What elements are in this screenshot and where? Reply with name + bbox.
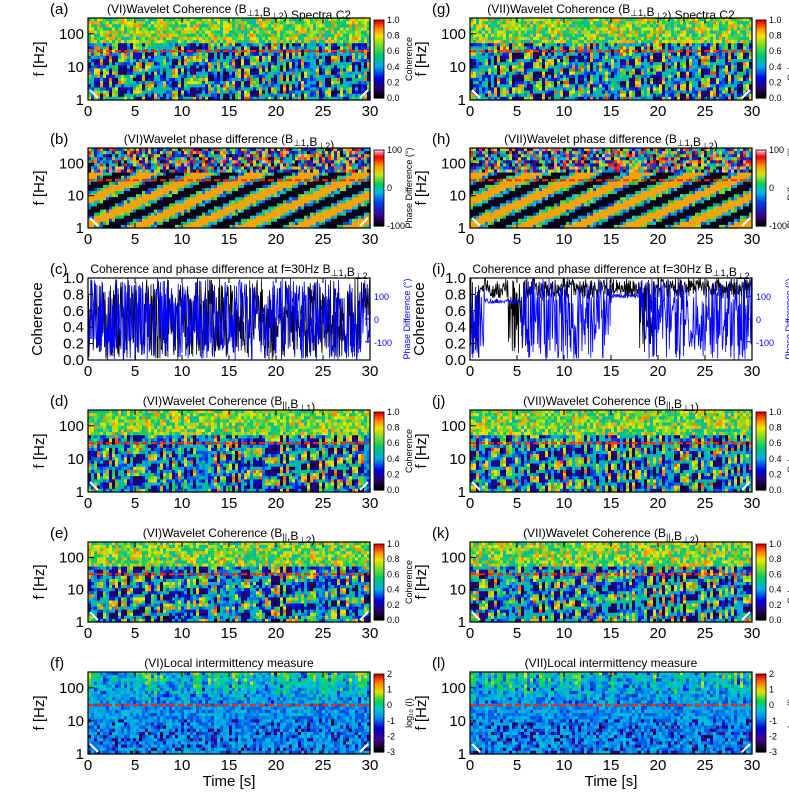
x-tick-label: 10	[174, 103, 191, 120]
heatmap-panel-a	[88, 18, 371, 101]
y-tick-label: 1	[76, 92, 84, 109]
x-tick-label: 25	[315, 103, 332, 120]
x-tick-label: 0	[84, 103, 92, 120]
x-tick-label: 15	[221, 103, 238, 120]
x-tick-label: 30	[362, 103, 379, 120]
panel-label: (a)	[50, 1, 68, 18]
colorbar-tick-label: 0.2	[387, 77, 400, 87]
colorbar-tick-label: 0.4	[387, 62, 400, 72]
y-tick-label: 100	[59, 26, 84, 43]
y-tick-label: 100	[59, 155, 84, 172]
colorbar-tick-label: 0.6	[387, 46, 400, 56]
x-tick-label: 5	[131, 103, 139, 120]
x-tick-label: 20	[268, 103, 285, 120]
heatmap-panel-b	[88, 148, 371, 229]
colorbar-tick-label: 0.0	[387, 93, 400, 103]
y-tick-label: 1	[76, 220, 84, 237]
y-tick-label: 10	[67, 59, 84, 76]
colorbar-tick-label: 1.0	[387, 15, 400, 25]
y-tick-label: 10	[67, 188, 84, 205]
y-axis-label: f [Hz]	[31, 170, 48, 205]
colorbar-tick-label: 0.8	[387, 31, 400, 41]
panel-label: (b)	[50, 131, 68, 148]
y-axis-label: f [Hz]	[31, 41, 48, 76]
